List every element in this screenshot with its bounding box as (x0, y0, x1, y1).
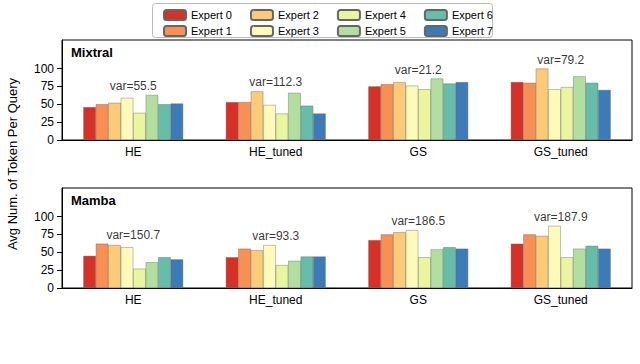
svg-text:Mamba: Mamba (71, 193, 117, 208)
svg-text:var=21.2: var=21.2 (395, 63, 442, 77)
svg-text:HE: HE (125, 293, 142, 307)
svg-text:Expert 2: Expert 2 (278, 9, 319, 21)
svg-text:50: 50 (41, 245, 55, 259)
svg-text:50: 50 (41, 97, 55, 111)
svg-text:HE_tuned: HE_tuned (249, 293, 302, 307)
svg-text:var=187.9: var=187.9 (534, 210, 588, 224)
svg-text:Expert 5: Expert 5 (365, 25, 406, 37)
svg-text:100: 100 (34, 62, 54, 76)
svg-text:Mixtral: Mixtral (71, 45, 113, 60)
svg-text:Expert 3: Expert 3 (278, 25, 319, 37)
svg-text:Expert 0: Expert 0 (191, 9, 232, 21)
svg-text:var=55.5: var=55.5 (110, 79, 157, 93)
svg-text:Expert 6: Expert 6 (452, 9, 493, 21)
svg-text:0: 0 (47, 281, 54, 295)
svg-text:GS_tuned: GS_tuned (534, 293, 588, 307)
svg-text:HE: HE (125, 145, 142, 159)
svg-text:var=93.3: var=93.3 (252, 229, 299, 243)
svg-text:0: 0 (47, 133, 54, 147)
svg-text:Expert 1: Expert 1 (191, 25, 232, 37)
svg-text:75: 75 (41, 227, 55, 241)
svg-text:var=150.7: var=150.7 (106, 228, 160, 242)
svg-text:Expert 7: Expert 7 (452, 25, 493, 37)
svg-text:Avg Num. of Token Per Query: Avg Num. of Token Per Query (5, 77, 20, 250)
svg-text:var=79.2: var=79.2 (537, 53, 584, 67)
svg-text:var=186.5: var=186.5 (391, 214, 445, 228)
svg-text:var=112.3: var=112.3 (249, 75, 302, 89)
svg-text:25: 25 (41, 263, 55, 277)
svg-text:GS: GS (410, 293, 427, 307)
svg-text:25: 25 (41, 115, 55, 129)
svg-text:75: 75 (41, 79, 55, 93)
svg-text:GS: GS (410, 145, 427, 159)
svg-text:HE_tuned: HE_tuned (249, 145, 302, 159)
svg-text:GS_tuned: GS_tuned (534, 145, 588, 159)
svg-text:Expert 4: Expert 4 (365, 9, 406, 21)
svg-text:100: 100 (34, 210, 54, 224)
